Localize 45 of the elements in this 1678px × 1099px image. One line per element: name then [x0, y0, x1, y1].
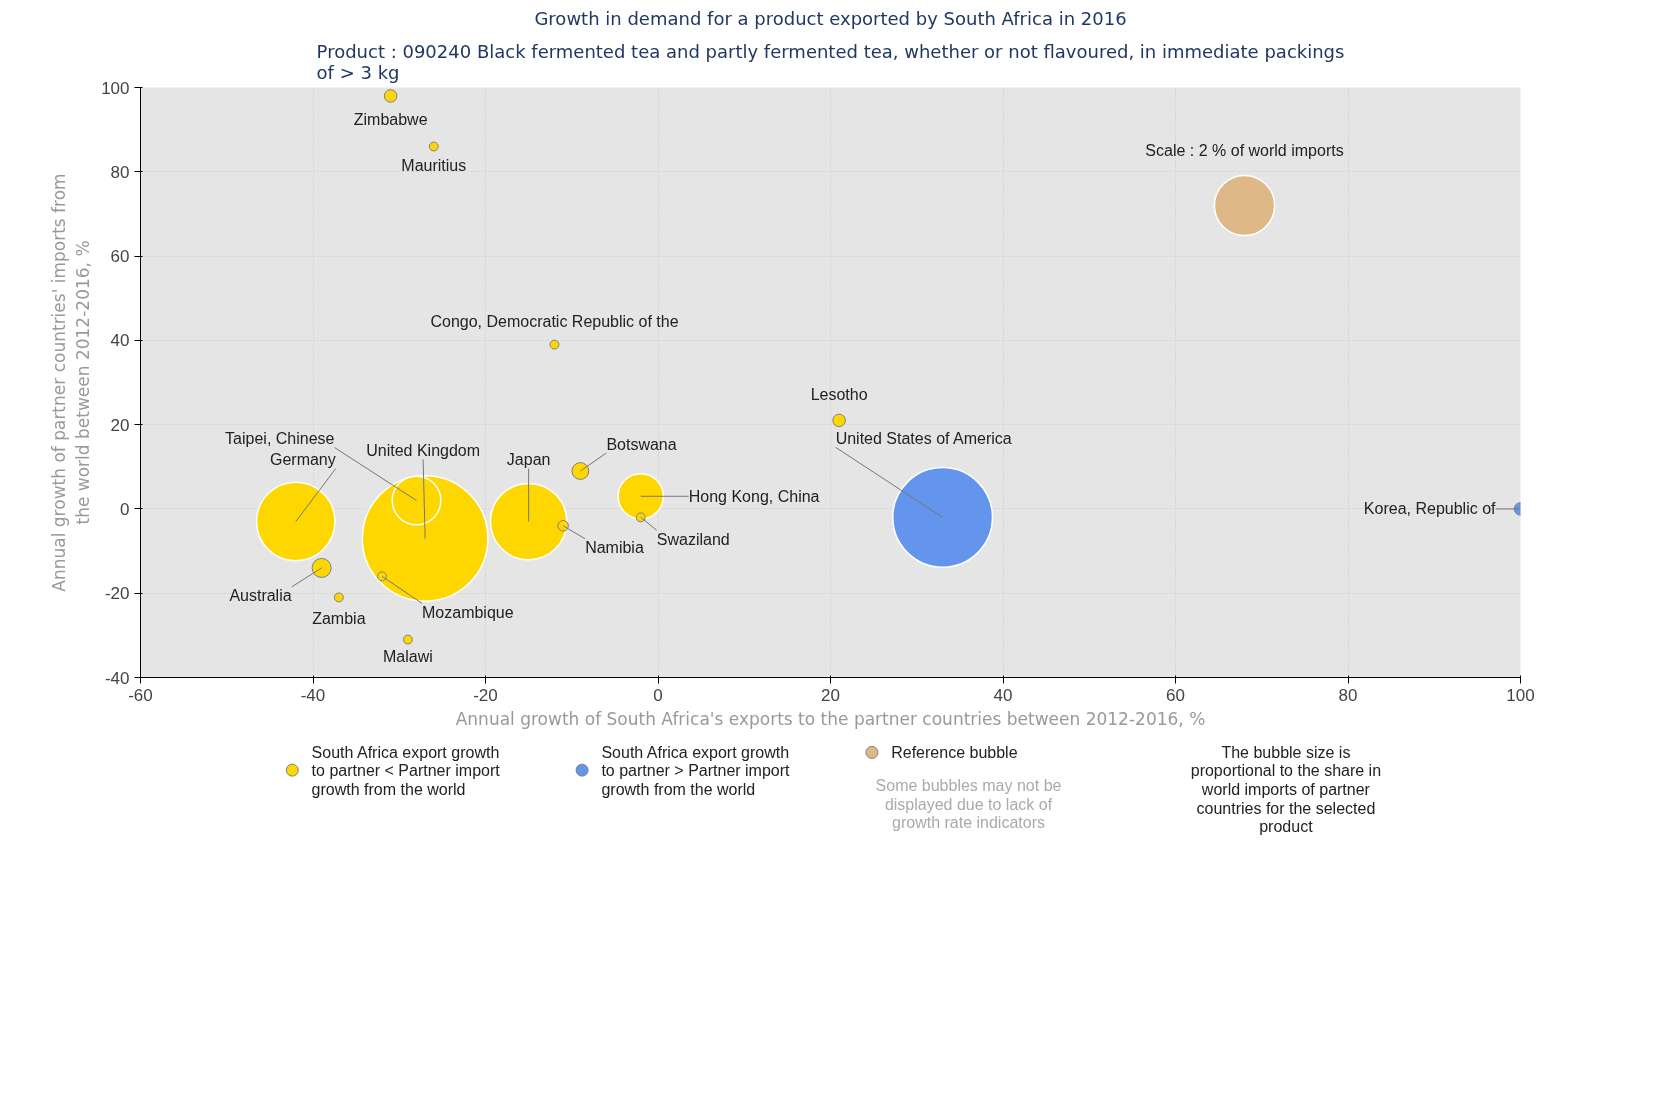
x-tick-label: 0 — [653, 685, 663, 705]
y-tick-label: 100 — [101, 78, 130, 98]
chart-title: Growth in demand for a product exported by South Africa in 2016 — [534, 7, 1127, 29]
annotation: Australia — [229, 587, 292, 605]
x-tick-label: -20 — [473, 685, 498, 705]
text: The bubble size is proportional to the share in world imports of partner countries for the selected product — [1190, 743, 1382, 836]
y-tick-label: 0 — [120, 499, 130, 519]
annotation: Malawi — [382, 648, 433, 666]
y-axis-title: Annual growth of partner countries' imports from the world between 2012-2016, % — [49, 173, 94, 592]
annotation: Swaziland — [656, 530, 730, 548]
annotation: Hong Kong, China — [688, 487, 820, 505]
annotation: United States of America — [835, 429, 1012, 447]
x-tick-label: -40 — [300, 685, 326, 705]
annotation: Lesotho — [810, 385, 868, 403]
annotation: Congo, Democratic Republic of the — [430, 313, 679, 331]
annotation: Zambia — [312, 609, 366, 627]
annotation: Namibia — [585, 539, 644, 557]
annotation: Mozambique — [422, 603, 514, 621]
chart-subtitle: Product : 090240 Black fermented tea and partly fermented tea, whether or not flavoured, in immediate packings of > 3 kg — [316, 40, 1345, 83]
annotation: Zimbabwe — [353, 111, 428, 129]
x-tick-label: 80 — [1338, 685, 1358, 705]
annotation: United Kingdom — [366, 441, 481, 459]
text: Some bubbles may not be displayed due to lack of growth rate indicators — [875, 777, 1062, 832]
y-tick-label: 20 — [110, 415, 130, 435]
x-axis-title: Annual growth of South Africa's exports to the partner countries between 2012-2016, % — [455, 708, 1206, 729]
annotation: Scale : 2 % of world imports — [1145, 142, 1344, 159]
annotation: Japan — [506, 451, 551, 469]
annotation: Korea, Republic of — [1363, 500, 1497, 518]
annotation: Taipei, Chinese — [225, 430, 335, 447]
y-tick-label: -40 — [104, 668, 130, 688]
y-tick-label: 60 — [110, 247, 130, 267]
legend-label: South Africa export growth to partner > Partner import growth from the world — [601, 743, 791, 798]
y-tick-label: 80 — [110, 162, 130, 182]
annotation: Botswana — [606, 435, 677, 453]
legend-label: Reference bubble — [891, 743, 1018, 761]
x-tick-label: 40 — [993, 685, 1013, 705]
annotation: Mauritius — [401, 157, 467, 174]
y-tick-label: 40 — [110, 331, 130, 351]
y-tick-label: -20 — [104, 584, 130, 604]
x-tick-label: 20 — [821, 685, 840, 705]
x-tick-label: 100 — [1506, 685, 1535, 705]
x-tick-label: 60 — [1166, 685, 1185, 705]
x-tick-label: -60 — [128, 685, 153, 705]
legend-label: South Africa export growth to partner < Partner import growth from the world — [311, 743, 501, 798]
annotation: Germany — [269, 451, 336, 469]
